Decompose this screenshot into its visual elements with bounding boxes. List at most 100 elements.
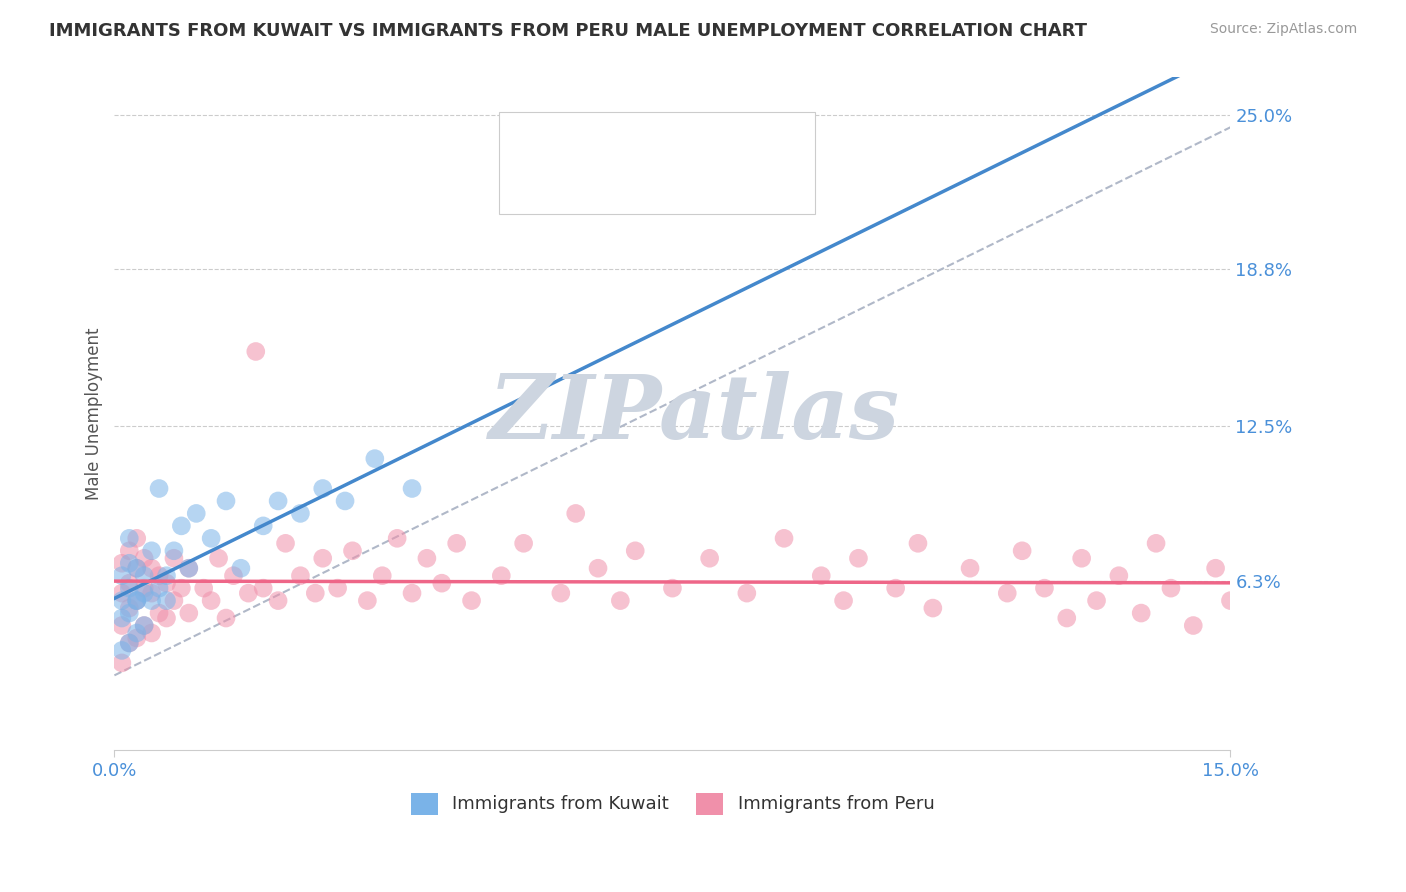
Point <box>111 556 134 570</box>
Point <box>848 551 870 566</box>
Point <box>430 576 453 591</box>
Text: 0.183: 0.183 <box>606 178 657 195</box>
Point <box>125 532 148 546</box>
Point <box>118 581 141 595</box>
Point <box>163 543 186 558</box>
Point <box>884 581 907 595</box>
Text: Source: ZipAtlas.com: Source: ZipAtlas.com <box>1209 22 1357 37</box>
Point <box>238 586 260 600</box>
Text: R =: R = <box>564 178 603 195</box>
Point <box>111 643 134 657</box>
Point <box>371 568 394 582</box>
Point <box>134 586 156 600</box>
Point <box>995 586 1018 600</box>
Point <box>163 551 186 566</box>
Point <box>550 586 572 600</box>
Point <box>416 551 439 566</box>
Point <box>460 593 482 607</box>
Point <box>170 519 193 533</box>
Point <box>564 507 586 521</box>
Point <box>118 556 141 570</box>
Point <box>207 551 229 566</box>
Point <box>215 494 238 508</box>
Point <box>141 543 163 558</box>
Point <box>401 482 423 496</box>
Point <box>267 593 290 607</box>
Text: ZIPatlas: ZIPatlas <box>489 370 900 457</box>
Point <box>245 344 267 359</box>
Point <box>1219 593 1241 607</box>
Point <box>1294 606 1316 620</box>
Point <box>222 568 245 582</box>
Point <box>229 561 252 575</box>
Text: 36: 36 <box>733 130 756 148</box>
Point <box>125 561 148 575</box>
Point <box>177 561 200 575</box>
Point <box>170 581 193 595</box>
Point <box>141 626 163 640</box>
Point <box>155 611 177 625</box>
Text: IMMIGRANTS FROM KUWAIT VS IMMIGRANTS FROM PERU MALE UNEMPLOYMENT CORRELATION CHA: IMMIGRANTS FROM KUWAIT VS IMMIGRANTS FRO… <box>49 22 1087 40</box>
Point <box>111 593 134 607</box>
Point <box>111 568 134 582</box>
Point <box>177 561 200 575</box>
Point <box>304 586 326 600</box>
Point <box>125 631 148 645</box>
Point <box>155 568 177 582</box>
Point <box>141 586 163 600</box>
Point <box>125 593 148 607</box>
Point <box>134 568 156 582</box>
Point <box>364 451 387 466</box>
Point <box>1234 551 1257 566</box>
FancyBboxPatch shape <box>519 126 548 153</box>
Point <box>832 593 855 607</box>
Point <box>125 561 148 575</box>
Point <box>274 536 297 550</box>
Point <box>333 494 356 508</box>
Point <box>921 601 943 615</box>
Legend: Immigrants from Kuwait, Immigrants from Peru: Immigrants from Kuwait, Immigrants from … <box>404 785 942 822</box>
Point <box>125 593 148 607</box>
Point <box>1056 611 1078 625</box>
Point <box>1108 568 1130 582</box>
Point <box>491 568 513 582</box>
Point <box>290 507 312 521</box>
Point <box>326 581 349 595</box>
Point <box>193 581 215 595</box>
Point <box>1353 576 1375 591</box>
Y-axis label: Male Unemployment: Male Unemployment <box>86 327 103 500</box>
Point <box>141 593 163 607</box>
Point <box>200 532 222 546</box>
Point <box>1160 581 1182 595</box>
Point <box>1309 536 1331 550</box>
Point <box>1331 618 1354 632</box>
Point <box>1384 536 1406 550</box>
Point <box>1182 618 1205 632</box>
Point <box>401 586 423 600</box>
Point <box>342 543 364 558</box>
Point <box>111 656 134 670</box>
Point <box>1205 561 1227 575</box>
Point <box>1011 543 1033 558</box>
Point <box>609 593 631 607</box>
Point <box>148 581 170 595</box>
Point <box>134 618 156 632</box>
Point <box>959 561 981 575</box>
Point <box>118 532 141 546</box>
Point <box>773 532 796 546</box>
Point <box>118 606 141 620</box>
Point <box>186 507 208 521</box>
Point <box>155 576 177 591</box>
Point <box>200 593 222 607</box>
Point <box>312 551 335 566</box>
Point <box>134 581 156 595</box>
Point <box>385 532 408 546</box>
Point <box>1033 581 1056 595</box>
Point <box>215 611 238 625</box>
Point <box>141 561 163 575</box>
Point <box>1144 536 1167 550</box>
Point <box>586 561 609 575</box>
Text: N =: N = <box>682 130 721 148</box>
Point <box>118 576 141 591</box>
Point <box>118 636 141 650</box>
